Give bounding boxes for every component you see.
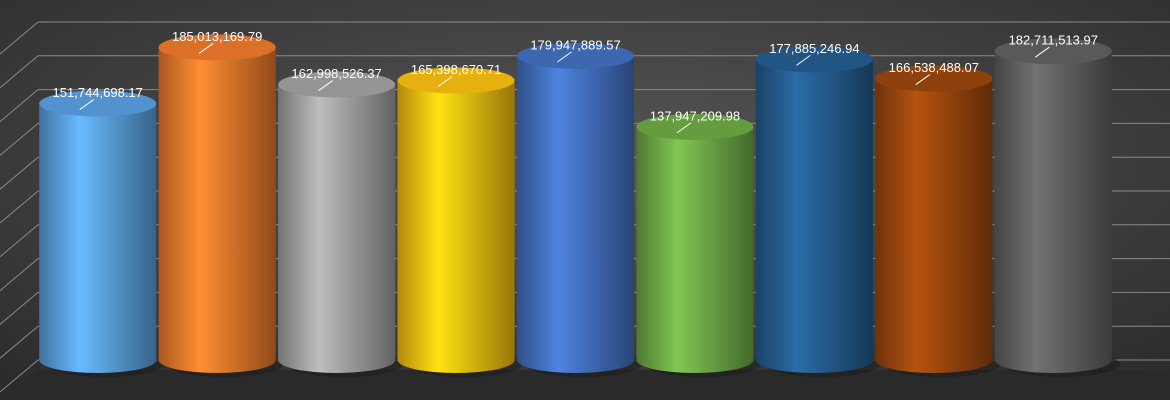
grid-line-side <box>0 89 39 122</box>
cylinder-top <box>516 42 635 69</box>
cylinder <box>516 55 635 361</box>
grid-line-side <box>0 55 39 89</box>
cylinder-top <box>875 65 993 92</box>
label-leader <box>557 51 572 63</box>
grid-line-side <box>0 359 39 393</box>
cylinder-top <box>278 71 396 98</box>
grid-line-side <box>0 21 39 55</box>
label-leader <box>79 99 95 110</box>
cylinder <box>994 51 1112 361</box>
grid-line-side <box>0 325 39 359</box>
grid-line-side <box>0 156 39 190</box>
cylinder-top <box>994 38 1112 65</box>
cylinder <box>158 47 276 360</box>
cylinder <box>755 59 873 360</box>
label-leader <box>915 74 931 85</box>
cylinder <box>875 78 993 360</box>
label-leader <box>318 80 333 91</box>
value-label: 179,947,889.57 <box>530 37 620 52</box>
label-leader <box>796 54 811 66</box>
cylinder <box>39 103 157 361</box>
label-leader <box>198 42 214 54</box>
grid-line-side <box>0 224 39 258</box>
cylinder-top <box>397 67 515 94</box>
cylinder <box>636 126 754 360</box>
label-leader <box>676 122 692 134</box>
label-leader <box>437 76 453 87</box>
value-label: 177,885,246.94 <box>769 41 859 56</box>
label-leader <box>1034 46 1050 58</box>
grid-line-side <box>0 190 39 224</box>
floor <box>0 370 1170 400</box>
value-label: 182,711,513.97 <box>1009 33 1098 48</box>
cylinder <box>397 80 515 360</box>
grid-line-side <box>0 123 39 156</box>
cylinder-top <box>158 34 276 61</box>
cylinder-top <box>755 46 873 73</box>
value-label: 165,398,670.71 <box>411 62 501 77</box>
value-label: 151,744,698.17 <box>53 85 143 100</box>
grid-line-side <box>0 292 39 325</box>
value-label: 162,998,526.37 <box>291 66 381 81</box>
cylinder-top <box>39 90 157 117</box>
cylinder-top <box>636 113 754 140</box>
cylinder <box>278 84 396 360</box>
value-label: 137,947,209.98 <box>650 108 740 123</box>
value-label: 166,538,488.07 <box>889 60 979 75</box>
grid-line-side <box>0 258 39 291</box>
value-label: 185,013,169.79 <box>172 29 262 44</box>
